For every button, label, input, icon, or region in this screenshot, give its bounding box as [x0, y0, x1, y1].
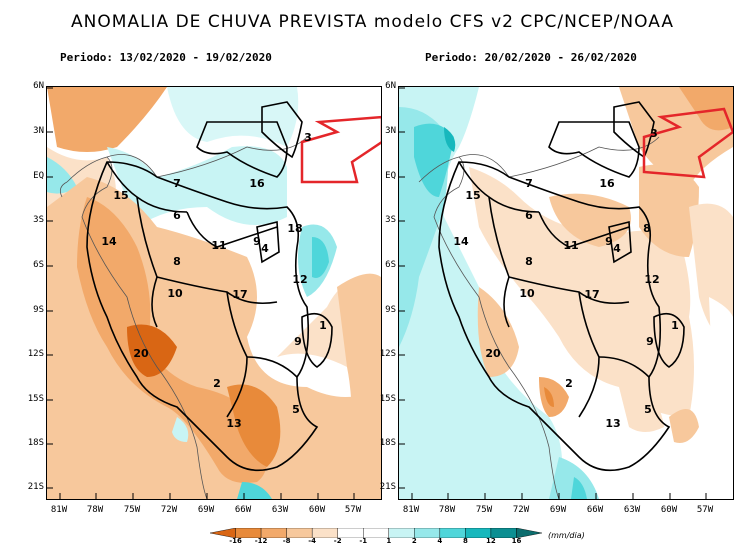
- map-title: ANOMALIA DE CHUVA PREVISTA modelo CFS v2…: [71, 12, 674, 32]
- basin-number: 16: [249, 177, 265, 190]
- colorbar-tick-label: -12: [254, 537, 268, 545]
- latitude-label: EQ: [33, 171, 44, 181]
- latitude-label: 18S: [379, 438, 396, 448]
- basin-number: 3: [304, 131, 312, 144]
- longitude-label: 75W: [475, 505, 493, 515]
- longitude-label: 72W: [160, 505, 178, 515]
- colorbar-tick-label: 4: [437, 537, 443, 545]
- longitude-label: 78W: [438, 505, 456, 515]
- basin-number: 10: [167, 287, 183, 300]
- basin-number: 9: [253, 235, 261, 248]
- basin-number: 17: [232, 288, 247, 301]
- colorbar-tick-label: 12: [486, 537, 496, 545]
- latitude-label: 3S: [33, 215, 44, 225]
- latitude-label: 18S: [27, 438, 44, 448]
- right-anomaly-map: 3 7 16 15 6 14 8 11 9 4 8 12 10 17 1 9 2…: [398, 86, 734, 500]
- basin-number: 8: [525, 255, 533, 268]
- basin-number: 12: [292, 273, 307, 286]
- basin-number: 9: [646, 335, 654, 348]
- basin-number: 2: [565, 377, 573, 390]
- latitude-label: 3S: [385, 215, 396, 225]
- basin-number: 3: [650, 127, 658, 140]
- basin-number: 5: [644, 403, 652, 416]
- basin-number: 16: [599, 177, 615, 190]
- colorbar-tick-label: 2: [411, 537, 417, 545]
- basin-number: 1: [319, 319, 327, 332]
- basin-number: 11: [563, 239, 578, 252]
- basin-number: 9: [294, 335, 302, 348]
- colorbar-tick-label: -4: [308, 537, 317, 545]
- latitude-label: 9S: [385, 305, 396, 315]
- longitude-label: 66W: [234, 505, 252, 515]
- longitude-label: 60W: [660, 505, 678, 515]
- basin-number: 17: [584, 288, 599, 301]
- basin-number: 8: [643, 222, 651, 235]
- basin-number: 15: [465, 189, 480, 202]
- latitude-label: 6S: [385, 260, 396, 270]
- basin-number: 7: [525, 177, 533, 190]
- latitude-label: 6N: [385, 81, 396, 91]
- basin-number: 7: [173, 177, 181, 190]
- basin-number: 4: [613, 242, 621, 255]
- basin-number: 11: [211, 239, 226, 252]
- colorbar-tick-label: -1: [359, 537, 368, 545]
- basin-number: 1: [671, 319, 679, 332]
- basin-number: 14: [101, 235, 117, 248]
- basin-number: 6: [525, 209, 533, 222]
- latitude-label: 12S: [379, 349, 396, 359]
- latitude-label: 3N: [385, 126, 396, 136]
- longitude-label: 72W: [512, 505, 530, 515]
- basin-number: 20: [485, 347, 501, 360]
- basin-number: 9: [605, 235, 613, 248]
- latitude-label: 3N: [33, 126, 44, 136]
- left-period-label: Periodo: 13/02/2020 - 19/02/2020: [60, 51, 272, 64]
- left-anomaly-map: 3 7 16 15 6 14 18 11 9 4 8 12 10 17 1 9 …: [46, 86, 382, 500]
- latitude-label: 21S: [27, 482, 44, 492]
- latitude-label: 15S: [27, 394, 44, 404]
- colorbar-tick-label: 16: [511, 537, 522, 545]
- longitude-label: 75W: [123, 505, 141, 515]
- longitude-label: 57W: [344, 505, 362, 515]
- latitude-label: 12S: [27, 349, 44, 359]
- basin-number: 14: [453, 235, 469, 248]
- longitude-label: 81W: [402, 505, 420, 515]
- latitude-label: 15S: [379, 394, 396, 404]
- basin-number: 8: [173, 255, 181, 268]
- latitude-label: EQ: [385, 171, 396, 181]
- basin-number: 2: [213, 377, 221, 390]
- longitude-label: 69W: [549, 505, 567, 515]
- basin-number: 13: [605, 417, 620, 430]
- longitude-label: 78W: [86, 505, 104, 515]
- longitude-label: 66W: [586, 505, 604, 515]
- longitude-label: 57W: [696, 505, 714, 515]
- basin-number: 18: [287, 222, 302, 235]
- longitude-label: 63W: [623, 505, 641, 515]
- colorbar-tick-label: 8: [462, 537, 468, 545]
- longitude-label: 69W: [197, 505, 215, 515]
- basin-number: 10: [519, 287, 535, 300]
- basin-number: 20: [133, 347, 149, 360]
- latitude-label: 21S: [379, 482, 396, 492]
- basin-number: 12: [644, 273, 659, 286]
- longitude-label: 81W: [50, 505, 68, 515]
- basin-number: 15: [113, 189, 128, 202]
- latitude-label: 9S: [33, 305, 44, 315]
- longitude-label: 60W: [308, 505, 326, 515]
- colorbar-tick-label: -8: [282, 537, 291, 545]
- colorbar-tick-label: -2: [333, 537, 342, 545]
- basin-number: 6: [173, 209, 181, 222]
- colorbar-tick-label: -16: [229, 537, 242, 545]
- colorbar: [210, 528, 542, 538]
- basin-number: 5: [292, 403, 300, 416]
- basin-number: 13: [226, 417, 241, 430]
- longitude-label: 63W: [271, 505, 289, 515]
- latitude-label: 6S: [33, 260, 44, 270]
- colorbar-tick-label: 1: [386, 537, 392, 545]
- latitude-label: 6N: [33, 81, 44, 91]
- colorbar-units: (mm/dia): [548, 531, 585, 540]
- colorbar-swatch: [516, 528, 542, 538]
- right-period-label: Periodo: 20/02/2020 - 26/02/2020: [425, 51, 637, 64]
- basin-number: 4: [261, 242, 269, 255]
